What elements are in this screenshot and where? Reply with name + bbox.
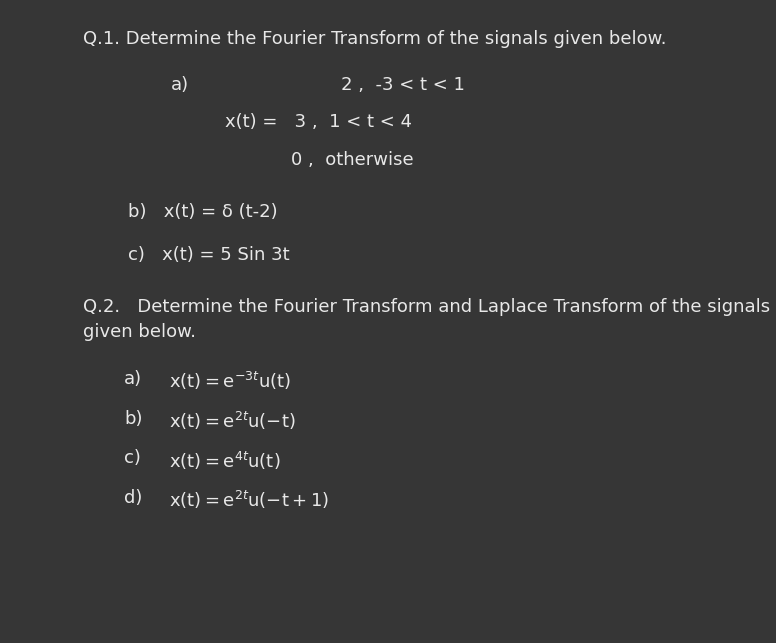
Text: $\mathregular{x(t) = e}^{-3t}\mathregular{ u(t)}$: $\mathregular{x(t) = e}^{-3t}\mathregula… bbox=[169, 370, 291, 392]
Text: b): b) bbox=[124, 410, 143, 428]
Text: a): a) bbox=[171, 76, 189, 94]
Text: Q.1. Determine the Fourier Transform of the signals given below.: Q.1. Determine the Fourier Transform of … bbox=[83, 30, 667, 48]
Text: $\mathregular{x(t) = e}^{2t}\mathregular{ u(-t)}$: $\mathregular{x(t) = e}^{2t}\mathregular… bbox=[169, 410, 296, 431]
Text: $\mathregular{x(t) = e}^{2t}\mathregular{ u(-t+1)}$: $\mathregular{x(t) = e}^{2t}\mathregular… bbox=[169, 489, 329, 511]
Text: c): c) bbox=[124, 449, 141, 467]
Text: a): a) bbox=[124, 370, 142, 388]
Text: c)   x(t) = 5 Sin 3t: c) x(t) = 5 Sin 3t bbox=[128, 246, 289, 264]
Text: Q.2.   Determine the Fourier Transform and Laplace Transform of the signals: Q.2. Determine the Fourier Transform and… bbox=[83, 298, 770, 316]
Text: b)   x(t) = δ (t-2): b) x(t) = δ (t-2) bbox=[128, 203, 278, 221]
Text: x(t) =   3 ,  1 < t < 4: x(t) = 3 , 1 < t < 4 bbox=[225, 113, 412, 131]
Text: $\mathregular{x(t) = e}^{4t}\mathregular{ u(t)}$: $\mathregular{x(t) = e}^{4t}\mathregular… bbox=[169, 449, 281, 471]
Text: 2 ,  -3 < t < 1: 2 , -3 < t < 1 bbox=[341, 76, 466, 94]
Text: given below.: given below. bbox=[83, 323, 196, 341]
Text: d): d) bbox=[124, 489, 143, 507]
Text: 0 ,  otherwise: 0 , otherwise bbox=[291, 151, 414, 169]
